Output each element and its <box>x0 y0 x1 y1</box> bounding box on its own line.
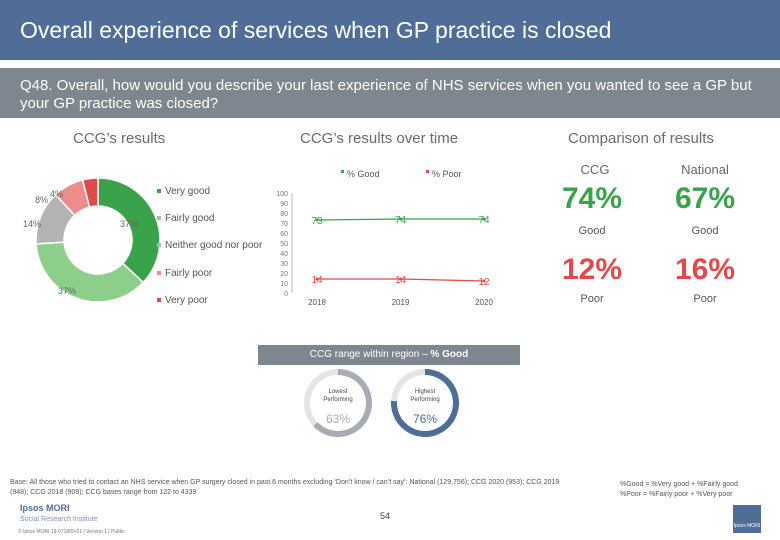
y-tick-label: 20 <box>280 271 288 278</box>
point-good <box>482 217 486 221</box>
definition-poor: %Poor = %Fairly poor + %Very poor <box>620 491 733 498</box>
ccg-good-label: Good <box>578 225 606 237</box>
legend-fairly-good: Fairly good <box>157 213 214 224</box>
ccg-range-gauges: Lowest Performing 63% Highest Performing 76% <box>304 369 459 437</box>
national-good-value: 67% <box>674 182 736 215</box>
ccg-poor-label: Poor <box>580 293 604 305</box>
legend-swatch-poor <box>426 170 429 173</box>
x-tick-label: 2020 <box>475 298 493 307</box>
column-header-national: National <box>681 162 729 177</box>
donut-slice-fairly-good <box>35 241 145 303</box>
data-label-poor: 14 <box>311 275 323 286</box>
ccg-range-header: CCG range within region – % Good <box>258 345 520 365</box>
legend-fairly-poor: Fairly poor <box>157 268 212 279</box>
footer-definitions: %Good = %Very good + %Fairly good %Poor … <box>620 480 738 500</box>
legend-label-poor: % Poor <box>432 169 462 179</box>
page-number: 54 <box>380 511 391 521</box>
column-header-ccg: CCG <box>580 162 610 177</box>
point-good <box>315 218 319 222</box>
point-poor <box>482 279 486 283</box>
national-good-label: Good <box>691 225 719 237</box>
gauge-value-lowest: 63% <box>326 412 350 426</box>
data-label-poor: 14 <box>395 275 407 286</box>
legend-label: Fairly good <box>165 213 215 224</box>
y-tick-label: 80 <box>280 211 288 218</box>
y-tick-label: 30 <box>280 261 288 268</box>
gauge-caption-highest: Performing <box>410 397 439 403</box>
donut-slice-very-poor <box>81 177 99 208</box>
data-label-poor: 12 <box>478 277 490 288</box>
footer-base-note: Base: All those who tried to contact an … <box>10 479 560 496</box>
over-time-line-chart: 0 10 20 30 40 50 60 70 80 90 100 2018 2019 2020 73 74 74… <box>276 169 493 307</box>
ccg-poor-value: 12% <box>561 253 623 286</box>
y-tick-label: 0 <box>284 291 288 298</box>
national-poor-label: Poor <box>693 293 717 305</box>
y-tick-label: 100 <box>276 191 288 198</box>
question-text: Q48. Overall, how would you describe you… <box>20 77 752 112</box>
legend-label: Very poor <box>165 295 208 306</box>
y-tick-label: 90 <box>280 201 288 208</box>
data-label-good: 73 <box>311 216 323 227</box>
gauge-caption-lowest: Performing <box>323 397 352 403</box>
section-title-comparison: Comparison of results <box>568 130 714 147</box>
section-title-over-time: CCG’s results over time <box>300 130 459 147</box>
definition-good: %Good = %Very good + %Fairly good <box>620 481 738 488</box>
section-title-ccg-results: CCG’s results <box>73 130 166 147</box>
legend-neither: Neither good nor poor <box>157 240 262 251</box>
donut-label-neither: 14% <box>23 219 41 229</box>
y-tick-label: 70 <box>280 221 288 228</box>
donut-label-very-poor: 4% <box>50 189 63 199</box>
y-tick-label: 60 <box>280 231 288 238</box>
page-title: Overall experience of services when GP p… <box>20 17 612 43</box>
range-title-prefix: CCG range within region – <box>309 349 431 360</box>
legend-label: Fairly poor <box>165 268 213 279</box>
logo-text: Ipsos MORI <box>733 523 761 529</box>
range-title-bold: % Good <box>430 349 469 360</box>
gauge-caption-lowest: Lowest <box>328 389 347 395</box>
brand-subtitle: Social Research Institute <box>20 516 98 523</box>
donut-label-very-good: 37% <box>120 219 138 229</box>
legend-swatch-good <box>341 170 344 173</box>
donut-label-fairly-poor: 8% <box>35 195 48 205</box>
point-poor <box>399 277 402 281</box>
y-tick-label: 10 <box>280 281 288 288</box>
y-tick-label: 40 <box>280 251 288 258</box>
legend-label: Neither good nor poor <box>165 240 263 251</box>
legend-label: Very good <box>165 186 211 197</box>
gauge-value-highest: 76% <box>413 412 437 426</box>
legend-very-good: Very good <box>157 186 210 197</box>
donut-label-fairly-good: 37% <box>58 286 76 296</box>
ccg-good-value: 74% <box>561 182 623 215</box>
legend-very-poor: Very poor <box>157 295 208 306</box>
gauge-arc-lowest <box>313 369 372 437</box>
x-tick-label: 2019 <box>392 298 410 307</box>
brand-logo-text: Ipsos MORI <box>20 503 70 513</box>
gauge-caption-highest: Highest <box>415 389 436 395</box>
x-tick-label: 2018 <box>308 298 326 307</box>
point-poor <box>315 277 319 281</box>
legend-swatch <box>157 298 161 303</box>
legend-swatch <box>157 243 161 248</box>
legend-swatch <box>157 271 161 276</box>
legend-label-good: % Good <box>347 169 380 179</box>
ccg-results-donut-chart: 37% 37% 14% 8%4% <box>23 177 161 303</box>
y-tick-label: 50 <box>280 241 288 248</box>
legend-swatch <box>157 216 161 221</box>
point-good <box>399 217 402 221</box>
data-label-good: 74 <box>478 215 490 226</box>
copyright: © Ipsos MORI 19-071809-01 | Version 1 | … <box>18 529 125 535</box>
question-bar: Q48. Overall, how would you describe you… <box>0 68 780 118</box>
national-poor-value: 16% <box>674 253 736 286</box>
ipsos-logo: Ipsos MORI <box>733 505 761 533</box>
donut-slice-very-good <box>97 177 161 284</box>
title-bar: Overall experience of services when GP p… <box>0 0 780 60</box>
legend-swatch <box>157 189 161 194</box>
data-label-good: 74 <box>395 215 407 226</box>
